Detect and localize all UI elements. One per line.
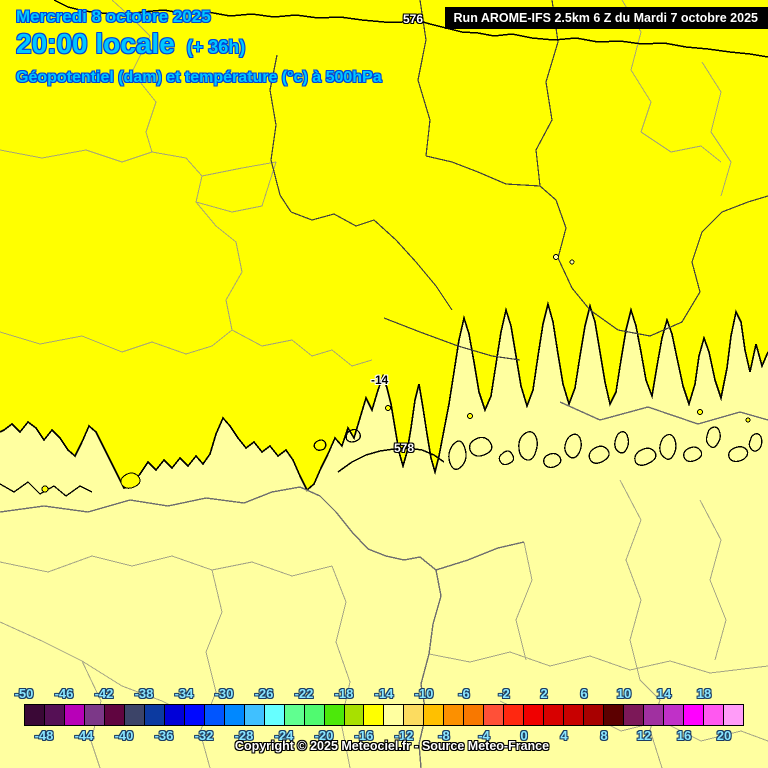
contour-label-geopotential-576: 576 [403, 12, 424, 26]
scale-cell [524, 705, 545, 725]
scale-cell [44, 705, 65, 725]
contour-578 [337, 447, 445, 473]
scale-cell [244, 705, 265, 725]
scale-cell [204, 705, 225, 725]
contour-label-geopotential-578: 578 [394, 441, 415, 455]
scale-tick-label: -12 [394, 728, 414, 743]
scale-tick-label: -30 [214, 686, 234, 701]
scale-tick-label: -24 [274, 728, 294, 743]
scale-colorbar [24, 704, 744, 726]
contour-label-isotherm-minus14: -14 [371, 373, 389, 387]
isotherm-minus14-region [0, 0, 768, 492]
scale-tick-label: 16 [676, 728, 692, 743]
scale-tick-label: -20 [314, 728, 334, 743]
scale-cell [84, 705, 105, 725]
scale-cell [424, 705, 445, 725]
scale-tick-label: 0 [520, 728, 528, 743]
map-parameter-title: Géopotentiel (dam) et température (°c) à… [16, 69, 382, 86]
scale-cell [284, 705, 305, 725]
scale-tick-label: -18 [334, 686, 354, 701]
copyright-text: Copyright © 2025 Meteociel.fr - Source M… [234, 739, 550, 753]
scale-tick-label: 14 [656, 686, 672, 701]
warm-pocket-dots [553, 254, 575, 265]
scale-tick-label: -34 [174, 686, 194, 701]
scale-tick-label: 18 [696, 686, 712, 701]
scale-cell [444, 705, 465, 725]
scale-cell [144, 705, 165, 725]
forecast-date: Mercredi 8 octobre 2025 [16, 7, 211, 26]
scale-cell [584, 705, 605, 725]
scale-cell [384, 705, 405, 725]
scale-cell [364, 705, 385, 725]
scale-cell [464, 705, 485, 725]
scale-tick-label: -50 [14, 686, 34, 701]
scale-cell [104, 705, 125, 725]
forecast-time-row: 20:00 locale (+ 36h) [16, 30, 382, 58]
scale-tick-label: 2 [540, 686, 548, 701]
scale-cell [624, 705, 645, 725]
scale-tick-label: -32 [194, 728, 214, 743]
scale-tick-label: 4 [560, 728, 568, 743]
scale-cell [604, 705, 625, 725]
scale-tick-label: 10 [616, 686, 632, 701]
isotherm-closed-contours [0, 426, 763, 497]
model-run-banner: Run AROME-IFS 2.5km 6 Z du Mardi 7 octob… [444, 7, 768, 29]
admin-borders-dark [269, 0, 768, 361]
cold-pocket-islands [41, 405, 751, 493]
scale-cell [723, 705, 743, 725]
scale-tick-label: 12 [636, 728, 652, 743]
scale-tick-label: 20 [716, 728, 732, 743]
scale-tick-label: -42 [94, 686, 114, 701]
scale-cell [64, 705, 85, 725]
border-france-spain [0, 401, 768, 768]
scale-tick-label: -4 [478, 728, 490, 743]
scale-tick-label: 8 [600, 728, 608, 743]
scale-cell [304, 705, 325, 725]
scale-tick-label: -44 [74, 728, 94, 743]
scale-cell [164, 705, 185, 725]
scale-tick-label: -8 [438, 728, 450, 743]
scale-tick-label: -14 [374, 686, 394, 701]
scale-cell [504, 705, 525, 725]
scale-cell [664, 705, 684, 725]
scale-cell [683, 705, 704, 725]
scale-tick-label: -38 [134, 686, 154, 701]
scale-cell [25, 705, 45, 725]
forecast-local-time: 20:00 locale [16, 28, 175, 59]
scale-tick-label: -46 [54, 686, 74, 701]
scale-tick-label: -26 [254, 686, 274, 701]
scale-cell [184, 705, 205, 725]
scale-cell [124, 705, 145, 725]
scale-cell [264, 705, 285, 725]
scale-tick-label: -2 [498, 686, 510, 701]
scale-tick-label: -10 [414, 686, 434, 701]
scale-tick-label: -36 [154, 728, 174, 743]
scale-cell [344, 705, 365, 725]
scale-tick-label: -22 [294, 686, 314, 701]
contour-576 [53, 0, 768, 58]
scale-tick-label: 6 [580, 686, 588, 701]
scale-tick-label: -28 [234, 728, 254, 743]
map-header: Mercredi 8 octobre 2025 20:00 locale (+ 3… [16, 8, 382, 86]
scale-tick-label: -16 [354, 728, 374, 743]
scale-cell [324, 705, 345, 725]
scale-cell [703, 705, 724, 725]
forecast-hour-offset: (+ 36h) [186, 37, 246, 57]
scale-tick-label: -48 [34, 728, 54, 743]
scale-cell [544, 705, 565, 725]
scale-cell [564, 705, 585, 725]
scale-tick-label: -6 [458, 686, 470, 701]
scale-cell [644, 705, 664, 725]
scale-tick-label: -40 [114, 728, 134, 743]
scale-cell [484, 705, 505, 725]
scale-cell [224, 705, 245, 725]
scale-cell [404, 705, 425, 725]
